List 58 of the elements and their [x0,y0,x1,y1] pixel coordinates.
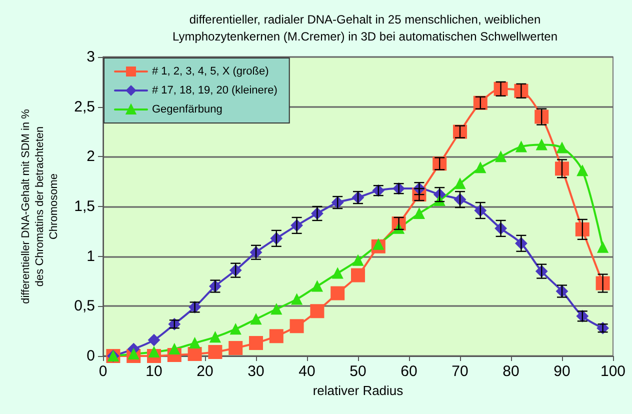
point [290,319,304,334]
x-axis-title: relativer Radius [312,382,404,398]
point [210,332,221,343]
x-tick-label: 60 [400,363,418,380]
point [351,268,365,282]
y-tick-label: 1 [86,248,95,265]
point [148,334,160,346]
point [536,139,548,150]
legend-label: Gegenfärbung [152,104,222,116]
y-tick-label: 2,5 [74,98,95,116]
point [332,268,344,279]
point [312,280,323,292]
point [555,162,569,176]
point [249,336,263,350]
point [208,345,222,360]
y-tick-label: 2 [86,148,95,166]
point [516,141,527,152]
legend-label: # 1, 2, 3, 4, 5, X (große) [152,66,269,78]
y-tick-label: 0,5 [74,298,95,315]
point [454,178,466,190]
point [228,341,243,356]
chart-title: differentieller, radialer DNA-Gehalt in 25 menschlichen, weiblichen Lymphozytenkernen (M.Cremer) in 3D bei automatischen Schwellwerten [172,12,558,44]
x-tick-label: 20 [196,363,214,380]
x-tick-label: 30 [248,363,264,380]
x-tick-label: 100 [600,363,626,380]
point [414,208,425,219]
point [270,304,282,315]
x-tick-label: 40 [298,363,316,380]
point [230,324,242,335]
point [188,347,202,362]
point [128,348,140,360]
point [474,162,486,174]
point [269,329,284,344]
point [330,286,345,300]
point [310,304,324,318]
point [495,151,506,162]
point [556,142,568,154]
y-tick-label: 0 [86,348,95,364]
point [189,338,200,349]
point [291,294,302,305]
y-tick-label: 3 [86,48,95,66]
x-tick-label: 70 [452,363,468,380]
legend-label: # 17, 18, 19, 20 (kleinere) [152,84,278,96]
point [576,165,588,176]
point [597,242,608,253]
y-tick-label: 1,5 [74,198,95,215]
x-tick-label: 50 [350,363,366,380]
x-tick-label: 10 [146,363,162,380]
point [250,314,262,325]
point [372,238,384,250]
x-tick-label: 0 [98,363,108,380]
point [352,254,364,266]
point [575,222,590,236]
x-tick-label: 90 [554,363,570,380]
y-axis-title: differentieller DNA-Gehalt mit SDM in % des Chromatins der betrachteten Chromosome [20,108,60,304]
x-tick-label: 80 [502,363,520,380]
point [168,344,180,355]
point [148,346,160,358]
